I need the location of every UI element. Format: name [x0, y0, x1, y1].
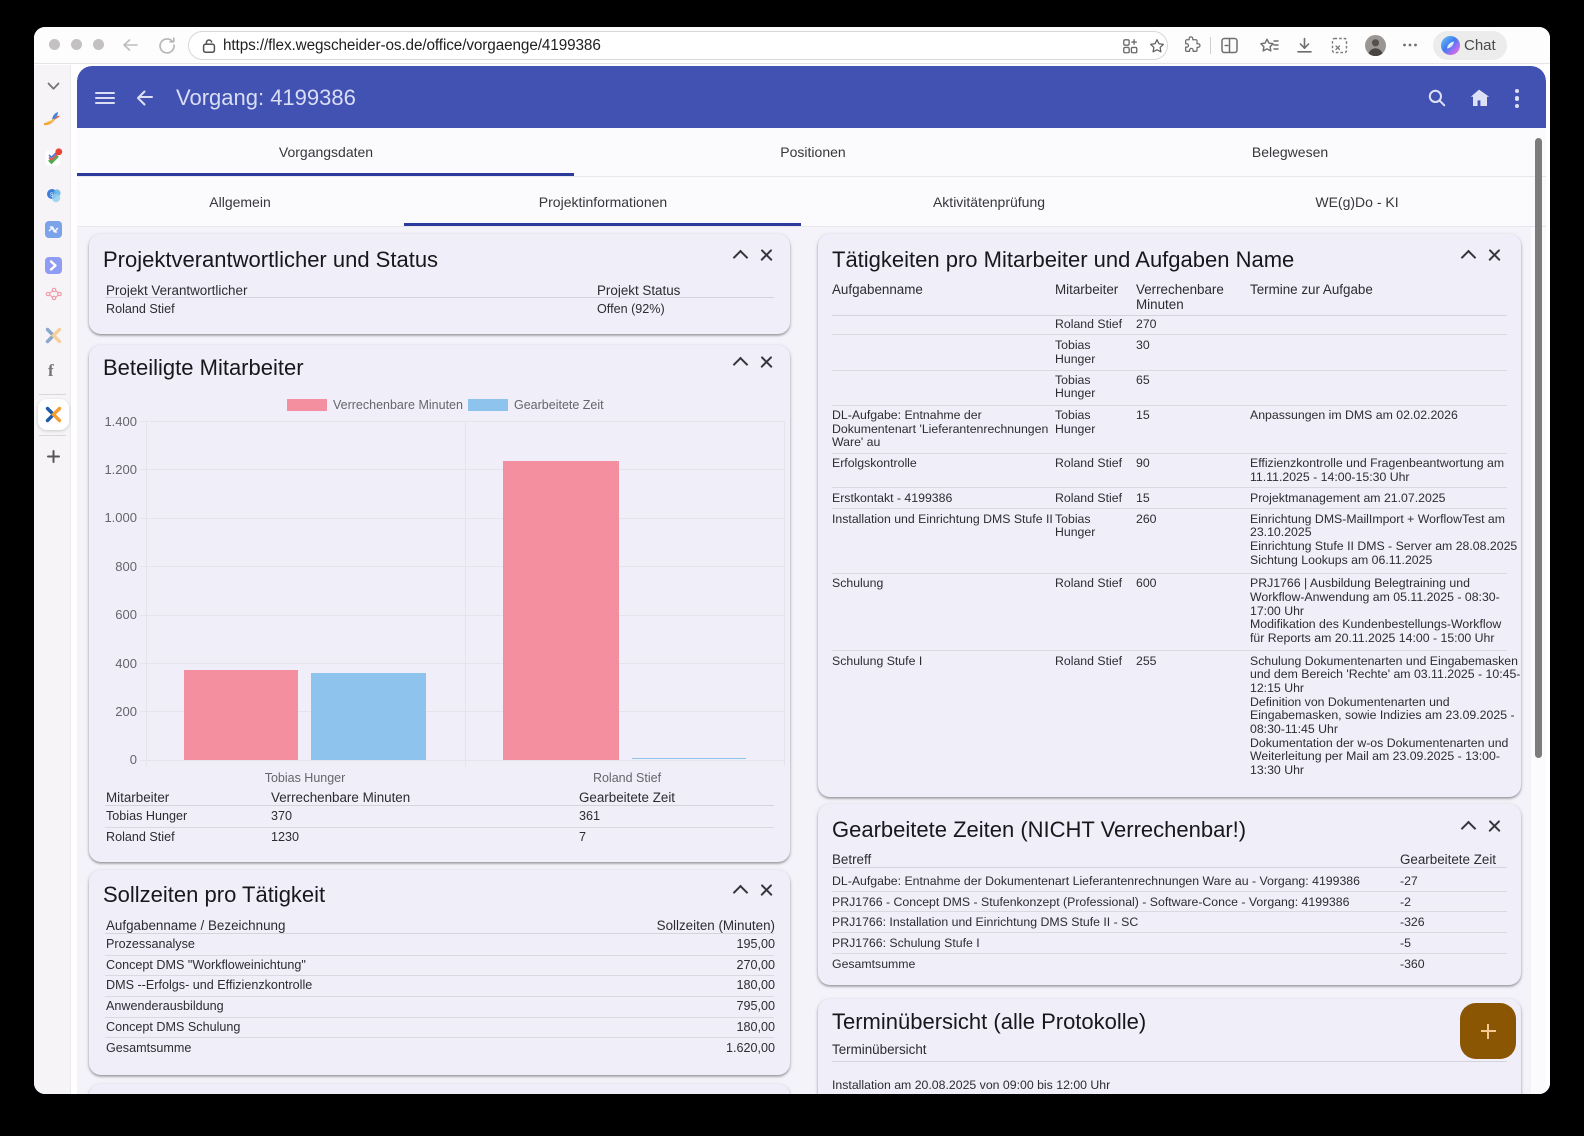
svg-text:s: s — [50, 192, 54, 199]
